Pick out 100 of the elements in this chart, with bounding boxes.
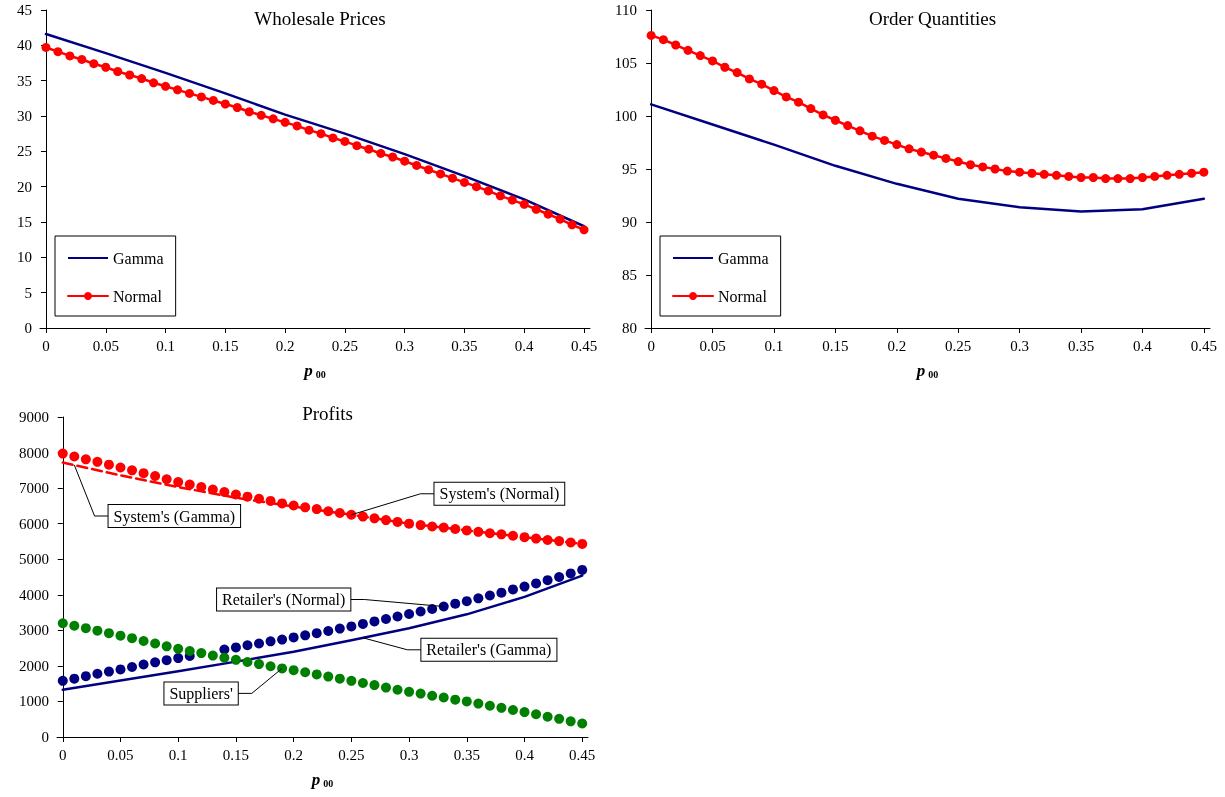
point [316, 129, 326, 139]
point [369, 680, 380, 691]
point [392, 684, 403, 695]
point [161, 655, 172, 666]
point [300, 630, 311, 641]
point [92, 625, 103, 636]
point [381, 682, 391, 693]
point [149, 78, 159, 88]
x-tick-label: 0.25 [331, 337, 359, 354]
y-tick-label: 105 [614, 55, 637, 71]
point [265, 661, 276, 672]
x-tick-label: 0.3 [399, 746, 419, 763]
y-tick-label: 35 [17, 72, 32, 89]
point [323, 626, 334, 637]
point [230, 654, 241, 665]
point [830, 115, 840, 125]
point [567, 220, 577, 230]
x-tick-label: 0.4 [515, 746, 535, 763]
x-tick-label: 0.4 [514, 337, 535, 354]
chart-title: Profits [302, 403, 353, 424]
y-tick-label: 10 [17, 249, 32, 266]
point [855, 126, 865, 136]
point [381, 515, 391, 526]
point [404, 686, 415, 697]
point [288, 500, 299, 511]
point [150, 638, 161, 649]
y-tick-label: 40 [17, 37, 32, 54]
point [708, 56, 718, 66]
y-tick-label: 45 [17, 2, 32, 18]
point [424, 165, 434, 175]
point [277, 498, 288, 509]
y-tick-label: 1000 [19, 693, 49, 710]
point [683, 45, 693, 55]
x-tick-label: 0.35 [453, 746, 480, 763]
point [334, 623, 345, 634]
point [484, 528, 495, 539]
point [744, 74, 754, 84]
point [531, 204, 541, 214]
point [507, 584, 518, 595]
point [92, 668, 103, 679]
point [256, 110, 266, 120]
point [542, 535, 553, 546]
point [966, 160, 975, 170]
point [695, 51, 705, 61]
point [904, 144, 914, 154]
point [473, 526, 484, 537]
point [484, 700, 495, 711]
point [113, 66, 123, 76]
point [220, 99, 230, 109]
point [357, 618, 368, 629]
point [916, 147, 926, 157]
x-tick-label: 0.35 [451, 337, 478, 354]
point [507, 530, 518, 541]
point [230, 489, 241, 500]
point [115, 630, 126, 641]
point [376, 148, 386, 158]
point [334, 508, 345, 518]
point [427, 604, 438, 614]
annotation: Retailer's (Gamma) [426, 641, 552, 660]
point [646, 30, 656, 40]
point [1051, 170, 1061, 180]
point [471, 182, 481, 192]
point [92, 456, 103, 467]
point [427, 690, 438, 701]
point [565, 568, 576, 579]
x-axis-title: p00 [914, 361, 939, 380]
y-tick-label: 6000 [19, 515, 49, 532]
y-tick-label: 0 [24, 320, 32, 336]
x-tick-label: 0.1 [168, 746, 188, 763]
point [127, 633, 138, 644]
point [232, 103, 242, 113]
point [138, 468, 149, 479]
point [1162, 170, 1172, 180]
point [1015, 167, 1025, 177]
y-tick-label: 80 [622, 320, 637, 336]
y-tick-label: 100 [614, 108, 637, 124]
point [1039, 169, 1049, 179]
y-tick-label: 0 [41, 729, 49, 745]
point [392, 611, 403, 622]
point [543, 209, 553, 219]
y-tick-label: 25 [17, 143, 32, 160]
legend-label: Normal [113, 287, 163, 305]
point [254, 638, 265, 649]
x-tick-label: 0.45 [570, 337, 598, 354]
point [507, 195, 517, 205]
point [438, 601, 449, 612]
point [161, 81, 171, 91]
y-tick-label: 30 [17, 108, 32, 124]
x-tick-label: 0.4 [1133, 337, 1153, 354]
x-tick-label: 0.3 [395, 337, 415, 354]
point [757, 79, 767, 89]
point [531, 578, 542, 589]
y-tick-label: 9000 [19, 409, 49, 425]
point [184, 479, 195, 490]
point [219, 652, 230, 663]
point [496, 587, 507, 598]
point [732, 68, 742, 78]
x-tick-label: 0.15 [822, 337, 849, 354]
point [496, 702, 507, 713]
point [496, 529, 507, 540]
